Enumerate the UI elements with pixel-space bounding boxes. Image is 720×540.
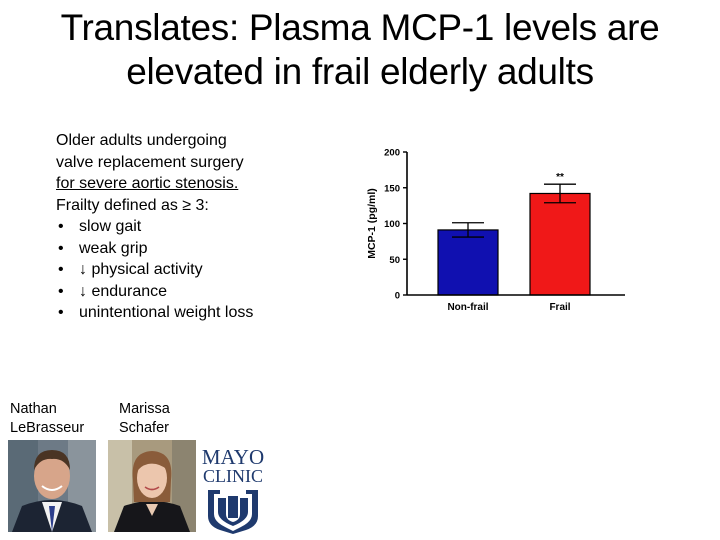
logo-text-mayo: MAYO <box>202 445 264 469</box>
y-tick-label: 50 <box>389 255 400 266</box>
description-line-3: for severe aortic stenosis. <box>56 175 239 192</box>
criteria-item: unintentional weight loss <box>56 302 346 324</box>
mayo-clinic-logo: MAYO CLINIC <box>202 445 264 534</box>
bar-frail <box>529 192 591 296</box>
slide-title: Translates: Plasma MCP-1 levels are elev… <box>20 6 700 94</box>
y-tick-label: 0 <box>395 291 400 302</box>
person-name-nathan: Nathan LeBrasseur <box>10 400 84 438</box>
x-tick-label: Frail <box>549 302 570 313</box>
person-name-marissa: Marissa Schafer <box>119 400 170 438</box>
marissa-photo <box>108 440 196 532</box>
bar-non-frail <box>437 229 499 296</box>
mcp1-bar-chart: 0 50 100 150 200 MCP-1 (pg/ml) Non-frail Frail *… <box>366 148 625 313</box>
logo-text-clinic: CLINIC <box>203 466 263 486</box>
significance-marker: ** <box>556 172 564 183</box>
frailty-heading: Frailty defined as ≥ 3: <box>56 196 209 214</box>
criteria-item: slow gait <box>56 216 346 238</box>
x-tick-label: Non-frail <box>447 302 488 313</box>
y-tick-label: 150 <box>384 183 400 194</box>
person-last-name: Schafer <box>119 420 169 436</box>
title-line-2: elevated in frail elderly adults <box>126 51 594 92</box>
y-tick-label: 100 <box>384 219 400 230</box>
y-tick-label: 200 <box>384 148 400 159</box>
nathan-photo <box>8 440 96 532</box>
person-first-name: Nathan <box>10 401 57 417</box>
person-last-name: LeBrasseur <box>10 420 85 436</box>
criteria-item: weak grip <box>56 238 346 260</box>
study-description: Older adults undergoing valve replacemen… <box>56 130 346 324</box>
y-axis-label: MCP-1 (pg/ml) <box>366 188 378 259</box>
frailty-criteria-list: slow gait weak grip ↓ physical activity … <box>56 216 346 324</box>
criteria-item: ↓ physical activity <box>56 259 346 281</box>
description-line-1: Older adults undergoing <box>56 132 227 149</box>
description-line-2: valve replacement surgery <box>56 153 244 171</box>
person-first-name: Marissa <box>119 401 170 417</box>
criteria-item: ↓ endurance <box>56 281 346 303</box>
title-line-1: Translates: Plasma MCP-1 levels are <box>60 7 660 48</box>
